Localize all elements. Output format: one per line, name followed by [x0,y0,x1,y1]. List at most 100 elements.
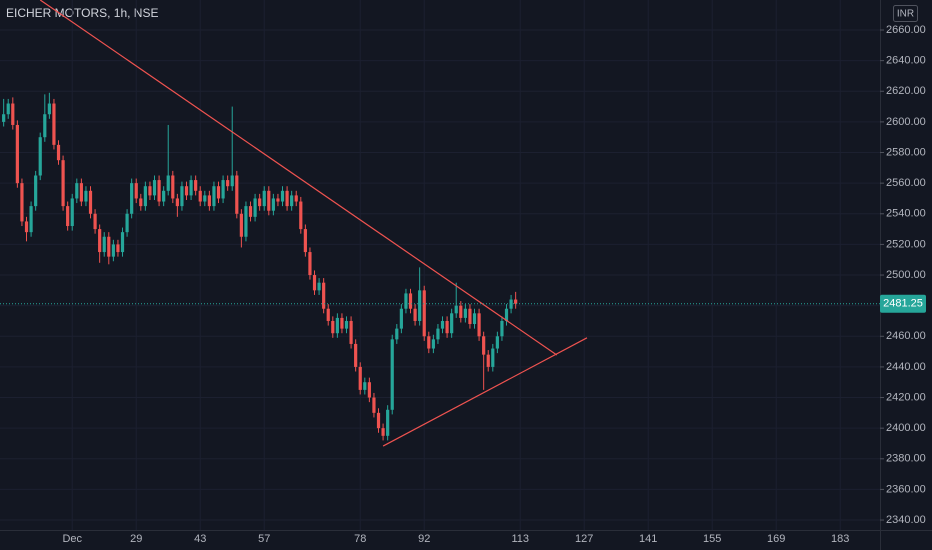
candle-body [344,320,349,329]
candle-body [102,236,106,253]
candle-body [139,198,143,207]
currency-box[interactable] [893,5,918,22]
candle-body [130,183,134,214]
candle-body [134,183,138,199]
candle-body [358,366,362,390]
candle-body [285,190,289,207]
y-tick-label: 2520.00 [886,238,926,250]
candle-body [93,213,97,230]
y-tick-label: 2620.00 [886,85,926,97]
candle-body [29,206,33,233]
candle-body [84,190,88,202]
y-tick-label: 2660.00 [886,24,926,36]
candle-body [6,103,10,115]
candle-body [66,206,70,227]
x-tick-label: 113 [511,533,529,545]
candle-body [312,275,317,291]
candle-body [500,320,504,337]
y-tick-label: 2640.00 [886,55,926,67]
candle-body [294,195,298,202]
candle-body [427,336,431,349]
candle-body [381,428,385,436]
candle-body [290,195,294,207]
candle-body [143,186,147,207]
candle-body [317,282,321,291]
candle-body [422,290,426,337]
candle-body [175,198,179,207]
candle-body [20,183,24,222]
candle-body [207,195,211,207]
candle-body [203,195,207,202]
candle-body [148,186,152,196]
candle-body [276,198,280,202]
last-price-box [880,294,926,313]
candle-body [363,382,367,390]
trendline [39,0,558,356]
candle-body [75,183,79,199]
candle-body [267,190,271,211]
candle-body [244,206,248,237]
candle-body [116,244,120,253]
candle-body [454,305,458,314]
candle-body [436,328,440,340]
candle-body [372,397,376,413]
y-tick-label: 2540.00 [886,208,926,220]
y-tick-label: 2340.00 [886,514,926,526]
candle-body [61,160,65,207]
candle-body [404,293,408,309]
candle-body [262,190,266,207]
candle-body [413,308,417,321]
y-tick-label: 2420.00 [886,391,926,403]
y-tick-label: 2600.00 [886,116,926,128]
candle-body [98,229,102,253]
x-tick-label: 92 [418,533,430,545]
candle-body [157,180,161,202]
candle-body [445,320,449,334]
x-tick-label: 78 [354,533,366,545]
candle-body [386,409,390,436]
candle-body [299,201,303,230]
x-tick-label: 141 [639,533,657,545]
x-tick-label: 183 [831,533,849,545]
candle-body [56,144,61,161]
candle-body [166,175,170,191]
candle-body [271,198,275,211]
candle-body [253,198,257,217]
candle-body [180,186,184,207]
y-tick-label: 2380.00 [886,453,926,465]
candle-body [468,308,472,325]
candle-body [38,137,42,176]
currency: INR [897,9,914,20]
candle-body [482,336,486,355]
candle-body [322,282,326,309]
candle-body [303,229,307,253]
candle-body [11,103,15,125]
candle-body [390,339,394,410]
candle-body [395,328,399,340]
candle-body [504,308,509,321]
candle-body [431,339,435,349]
y-tick-label: 2460.00 [886,330,926,342]
candle-body [440,320,445,329]
candle-body [331,320,335,334]
candle-body [162,190,166,202]
chart-title: EICHER MOTORS, 1h, NSE [6,6,158,20]
candle-body [230,175,234,187]
candle-body [2,114,6,122]
candle-body [194,180,198,191]
candle-body [120,232,125,253]
y-tick-label: 2360.00 [886,483,926,495]
candle-body [43,114,47,138]
candle-body [258,198,262,207]
candle-body [212,186,216,207]
candle-body [514,299,518,304]
candle-body [152,180,157,196]
x-tick-label: Dec [62,533,82,545]
candle-body [308,252,312,276]
x-tick-label: 57 [258,533,270,545]
y-tick-label: 2440.00 [886,361,926,373]
candle-body [34,175,38,207]
candle-body [495,336,499,349]
